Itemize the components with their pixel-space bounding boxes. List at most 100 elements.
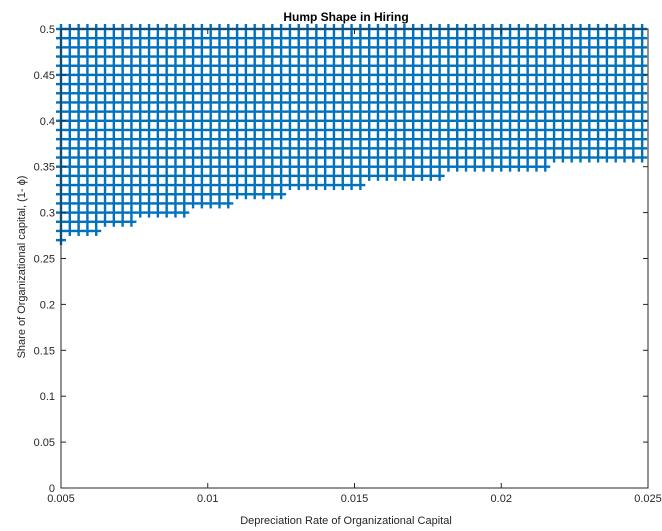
data-point [117, 170, 128, 181]
data-point [408, 33, 419, 44]
data-point [513, 134, 524, 145]
data-point [205, 42, 216, 53]
data-point [188, 79, 199, 90]
data-point [355, 115, 366, 126]
data-point [487, 124, 498, 135]
data-point [337, 106, 348, 117]
data-point [372, 161, 383, 172]
data-point [337, 180, 348, 191]
data-point [64, 207, 75, 218]
data-point [417, 60, 428, 71]
data-point [469, 79, 480, 90]
data-point [179, 69, 190, 80]
data-point [531, 42, 542, 53]
data-point [619, 42, 630, 53]
data-point [328, 115, 339, 126]
data-point [205, 106, 216, 117]
data-point [144, 207, 155, 218]
data-point [425, 60, 436, 71]
data-point [557, 88, 568, 99]
data-point [601, 97, 612, 108]
data-point [619, 152, 630, 163]
data-point [214, 51, 225, 62]
data-point [214, 106, 225, 117]
data-point [240, 60, 251, 71]
data-point [64, 51, 75, 62]
data-point [214, 134, 225, 145]
data-point [82, 88, 93, 99]
data-point [522, 97, 533, 108]
data-point [505, 161, 516, 172]
data-point [161, 106, 172, 117]
data-point [117, 69, 128, 80]
data-point [372, 143, 383, 154]
data-point [566, 152, 577, 163]
data-point [417, 115, 428, 126]
data-point [469, 106, 480, 117]
data-point [408, 88, 419, 99]
data-point [513, 88, 524, 99]
data-point [205, 152, 216, 163]
data-point [390, 170, 401, 181]
data-point [408, 115, 419, 126]
data-point [205, 60, 216, 71]
data-point [64, 79, 75, 90]
data-point [144, 152, 155, 163]
data-point [355, 42, 366, 53]
data-point [461, 42, 472, 53]
data-point [64, 161, 75, 172]
data-point [610, 115, 621, 126]
data-point [267, 180, 278, 191]
data-point [584, 51, 595, 62]
data-point [126, 88, 137, 99]
data-point [249, 42, 260, 53]
data-point [478, 115, 489, 126]
data-point [557, 69, 568, 80]
data-point [240, 161, 251, 172]
data-point [434, 33, 445, 44]
data-point [557, 33, 568, 44]
data-point [601, 88, 612, 99]
data-point [443, 124, 454, 135]
data-point [196, 198, 207, 209]
data-point [117, 51, 128, 62]
data-point [249, 134, 260, 145]
data-point [232, 189, 243, 200]
data-point [179, 79, 190, 90]
data-point [249, 69, 260, 80]
data-point [232, 124, 243, 135]
data-point [126, 97, 137, 108]
data-point [293, 124, 304, 135]
data-point [478, 79, 489, 90]
data-point [73, 97, 84, 108]
data-point [64, 198, 75, 209]
data-point [513, 106, 524, 117]
data-point [522, 161, 533, 172]
data-point [593, 134, 604, 145]
data-point [381, 170, 392, 181]
data-point [637, 51, 648, 62]
data-point [593, 106, 604, 117]
data-point [364, 124, 375, 135]
data-point [152, 198, 163, 209]
data-point [399, 88, 410, 99]
data-point [381, 69, 392, 80]
data-point [337, 69, 348, 80]
data-point [284, 143, 295, 154]
data-point [232, 33, 243, 44]
data-point [601, 33, 612, 44]
data-point [320, 134, 331, 145]
data-point [100, 180, 111, 191]
data-point [601, 143, 612, 154]
data-point [452, 88, 463, 99]
data-point [82, 42, 93, 53]
data-point [144, 134, 155, 145]
data-point [584, 152, 595, 163]
data-point [170, 97, 181, 108]
data-point [188, 51, 199, 62]
data-point [531, 33, 542, 44]
data-point [619, 79, 630, 90]
data-point [320, 124, 331, 135]
data-point [240, 134, 251, 145]
data-point [619, 69, 630, 80]
